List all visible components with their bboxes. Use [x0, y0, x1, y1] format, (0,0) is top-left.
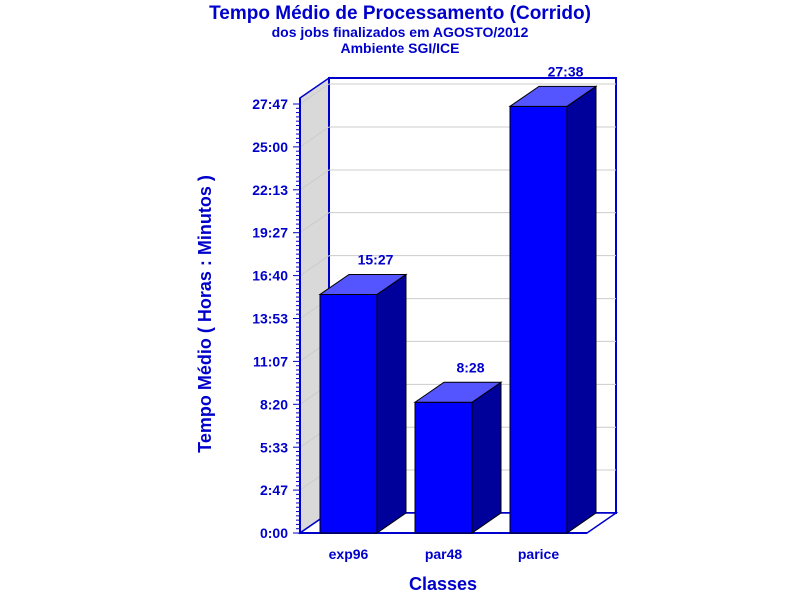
bar-par48 [413, 381, 503, 534]
bar-value-label: 27:38 [548, 63, 584, 79]
bar-top [318, 273, 408, 295]
gridline-side [299, 169, 330, 191]
y-tick-label: 19:27 [252, 225, 288, 241]
bars-group [318, 85, 598, 534]
chart-subtitle-line-1: dos jobs finalizados em AGOSTO/2012 [271, 24, 529, 40]
y-tick-label: 2:47 [260, 482, 288, 498]
bar-side [376, 273, 407, 534]
bar-exp96 [318, 273, 408, 534]
y-axis-title: Tempo Médio ( Horas : Minutos ) [195, 175, 215, 453]
bar-front [319, 293, 378, 534]
y-tick-label: 25:00 [252, 139, 288, 155]
labels-group: 0:00 2:47 5:33 8:20 11:07 13:53 16:40 19:27 22:1… [252, 63, 583, 562]
chart-subtitle-line-2: Ambiente SGI/ICE [340, 40, 460, 56]
bar-value-label: 8:28 [456, 359, 484, 375]
x-tick-label: par48 [425, 546, 463, 562]
x-axis-title: Classes [409, 574, 477, 594]
y-tick-label: 8:20 [260, 396, 288, 412]
gridline-side [299, 212, 330, 234]
chart-title: Tempo Médio de Processamento (Corrido) [209, 3, 591, 24]
x-tick-label: parice [518, 546, 559, 562]
bar-value-label: 15:27 [358, 251, 394, 267]
bar-side [566, 85, 597, 534]
bar-front [414, 401, 473, 534]
bar-side [471, 381, 502, 534]
gridline-side [299, 255, 330, 277]
y-tick-label: 11:07 [253, 353, 288, 369]
y-tick-label: 22:13 [252, 182, 288, 198]
y-tick-label: 5:33 [260, 439, 288, 455]
gridline-side [299, 83, 330, 105]
y-tick-label: 13:53 [252, 311, 288, 327]
bar-parice [508, 85, 598, 534]
y-tick-label: 0:00 [260, 525, 288, 541]
y-tick-label: 27:47 [252, 96, 288, 112]
gridline-side [299, 126, 330, 148]
bar-top [508, 85, 598, 107]
y-tick-label: 16:40 [252, 268, 288, 284]
bar-front [509, 105, 568, 534]
bar-top [413, 381, 503, 403]
x-tick-label: exp96 [329, 546, 369, 562]
